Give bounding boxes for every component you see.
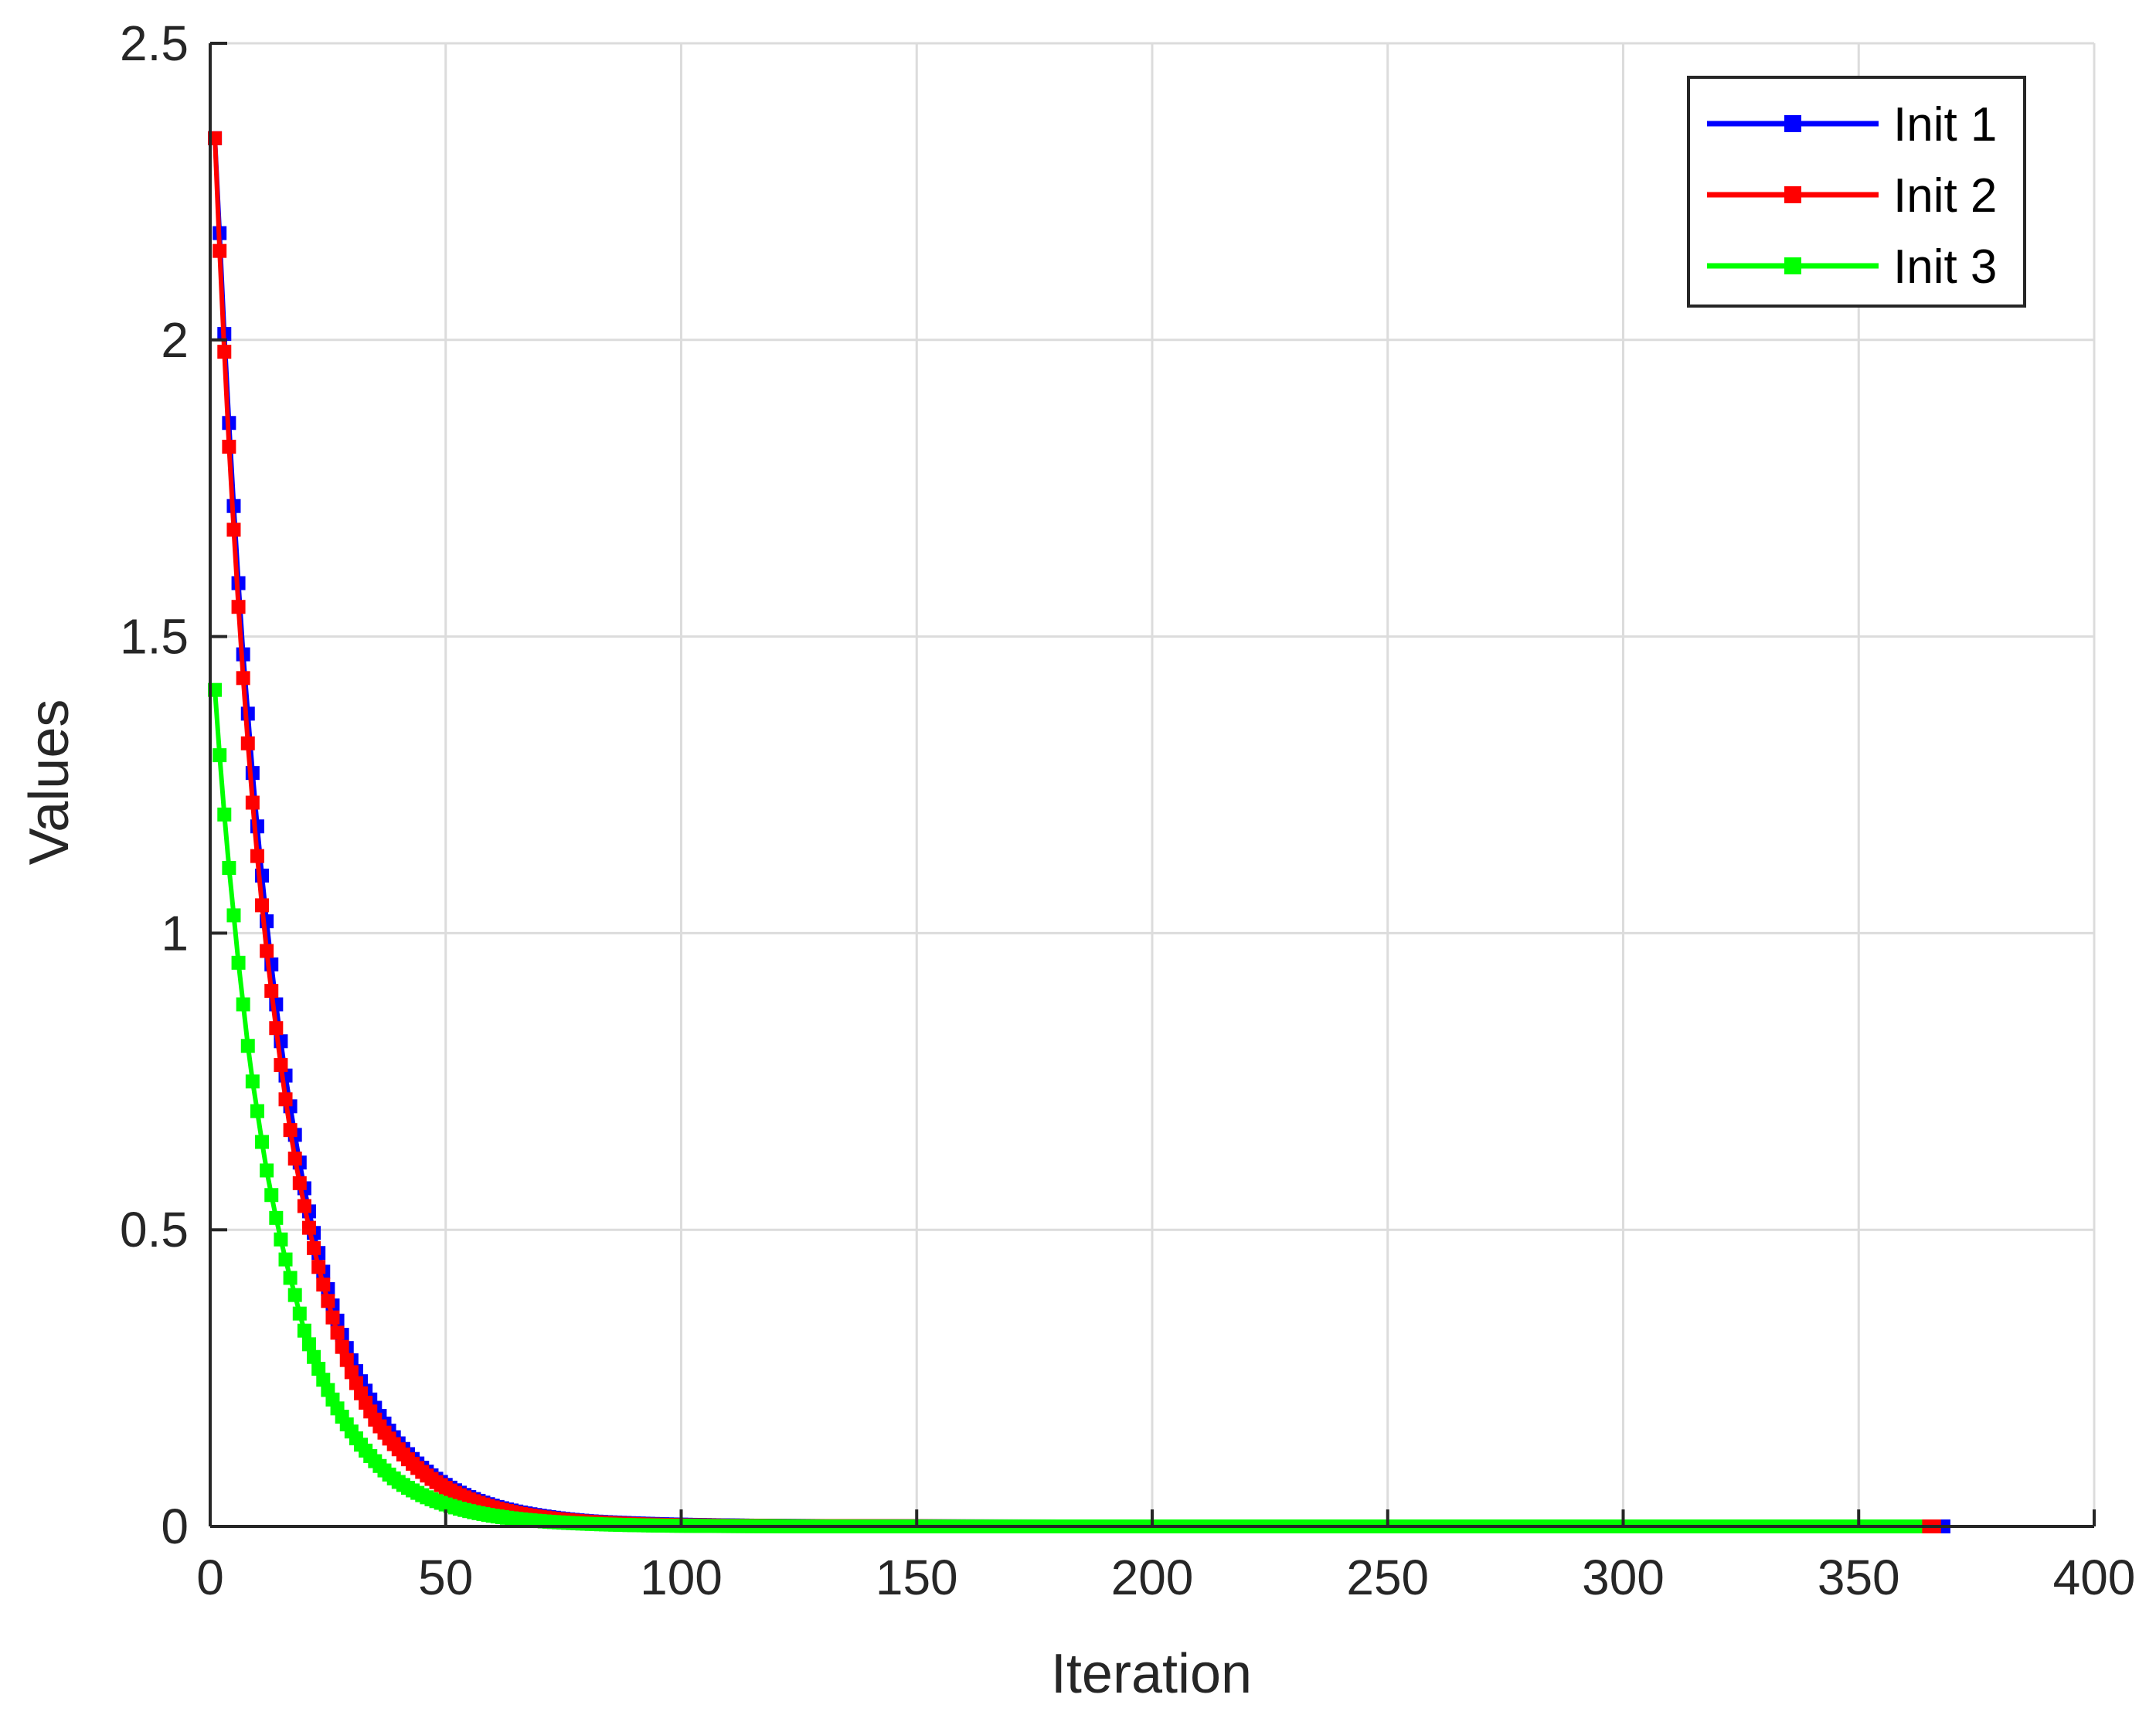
data-point bbox=[339, 1353, 354, 1367]
data-point bbox=[278, 1092, 293, 1107]
legend-swatch-marker bbox=[1784, 186, 1801, 203]
data-point bbox=[316, 1278, 331, 1292]
legend-swatch-marker bbox=[1784, 115, 1801, 132]
y-tick-label: 0.5 bbox=[120, 1202, 189, 1257]
y-tick-label: 0 bbox=[161, 1499, 189, 1554]
data-point bbox=[307, 1349, 321, 1364]
data-point bbox=[311, 1362, 326, 1376]
data-point bbox=[274, 1058, 288, 1073]
data-point bbox=[240, 1039, 255, 1053]
data-point bbox=[297, 1199, 311, 1213]
y-tick-label: 2.5 bbox=[120, 15, 189, 71]
x-tick-label: 250 bbox=[1346, 1550, 1429, 1605]
x-tick-label: 200 bbox=[1111, 1550, 1194, 1605]
data-point bbox=[250, 849, 264, 863]
data-point bbox=[222, 439, 236, 454]
data-point bbox=[330, 1325, 345, 1340]
data-point bbox=[287, 1288, 302, 1302]
data-point bbox=[213, 243, 227, 258]
y-tick-label: 1 bbox=[161, 905, 189, 961]
data-point bbox=[260, 944, 274, 958]
data-point bbox=[278, 1252, 293, 1267]
data-point bbox=[264, 984, 279, 999]
data-point bbox=[292, 1176, 307, 1190]
x-tick-label: 0 bbox=[196, 1550, 224, 1605]
legend-label: Init 2 bbox=[1893, 169, 1997, 223]
legend-swatch-marker bbox=[1784, 257, 1801, 274]
data-point bbox=[226, 908, 241, 923]
data-point bbox=[231, 955, 246, 970]
data-point bbox=[283, 1123, 298, 1138]
data-point bbox=[245, 1074, 260, 1089]
data-point bbox=[231, 600, 246, 614]
axes bbox=[209, 42, 2096, 1528]
data-point bbox=[311, 1260, 326, 1274]
data-point bbox=[236, 997, 250, 1012]
data-point bbox=[344, 1365, 359, 1380]
data-point bbox=[255, 1135, 270, 1149]
data-point bbox=[335, 1339, 349, 1354]
legend-item: Init 3 bbox=[1707, 240, 1997, 294]
legend-item: Init 2 bbox=[1707, 169, 1997, 223]
data-point bbox=[250, 1104, 264, 1118]
y-axis-label: Values bbox=[19, 699, 80, 866]
data-point bbox=[297, 1323, 311, 1338]
data-point bbox=[321, 1294, 335, 1308]
legend-label: Init 3 bbox=[1893, 240, 1997, 294]
data-point bbox=[255, 898, 270, 913]
x-tick-label: 400 bbox=[2053, 1550, 2136, 1605]
data-point bbox=[301, 1337, 316, 1352]
legend-label: Init 1 bbox=[1893, 98, 1997, 151]
data-point bbox=[226, 522, 241, 537]
x-tick-label: 350 bbox=[1818, 1550, 1900, 1605]
tick-labels: 0 50 100 150 200 250 300 350 400 0 0.5 1 1.5 2 2.5 bbox=[120, 15, 2135, 1605]
legend-item: Init 1 bbox=[1707, 98, 1997, 151]
y-tick-label: 2 bbox=[161, 312, 189, 368]
data-point bbox=[301, 1220, 316, 1235]
data-point bbox=[213, 748, 227, 763]
data-point bbox=[274, 1232, 288, 1247]
y-tick-label: 1.5 bbox=[120, 609, 189, 665]
data-point bbox=[217, 345, 232, 359]
data-point bbox=[245, 795, 260, 810]
data-point bbox=[283, 1271, 298, 1285]
legend: Init 1 Init 2 Init 3 bbox=[1687, 76, 2026, 308]
data-point bbox=[287, 1152, 302, 1166]
data-point bbox=[269, 1021, 284, 1036]
data-point bbox=[264, 1188, 279, 1203]
data-point bbox=[325, 1310, 340, 1325]
x-tick-label: 100 bbox=[640, 1550, 723, 1605]
data-point bbox=[217, 807, 232, 822]
data-point bbox=[236, 671, 250, 686]
data-point bbox=[307, 1240, 321, 1255]
data-point bbox=[222, 860, 236, 875]
data-point bbox=[269, 1210, 284, 1225]
data-point bbox=[240, 736, 255, 750]
x-tick-label: 50 bbox=[418, 1550, 473, 1605]
x-tick-label: 150 bbox=[876, 1550, 958, 1605]
x-axis-label: Iteration bbox=[1051, 1643, 1252, 1705]
data-point bbox=[260, 1163, 274, 1178]
x-tick-label: 300 bbox=[1582, 1550, 1665, 1605]
data-point bbox=[292, 1306, 307, 1321]
